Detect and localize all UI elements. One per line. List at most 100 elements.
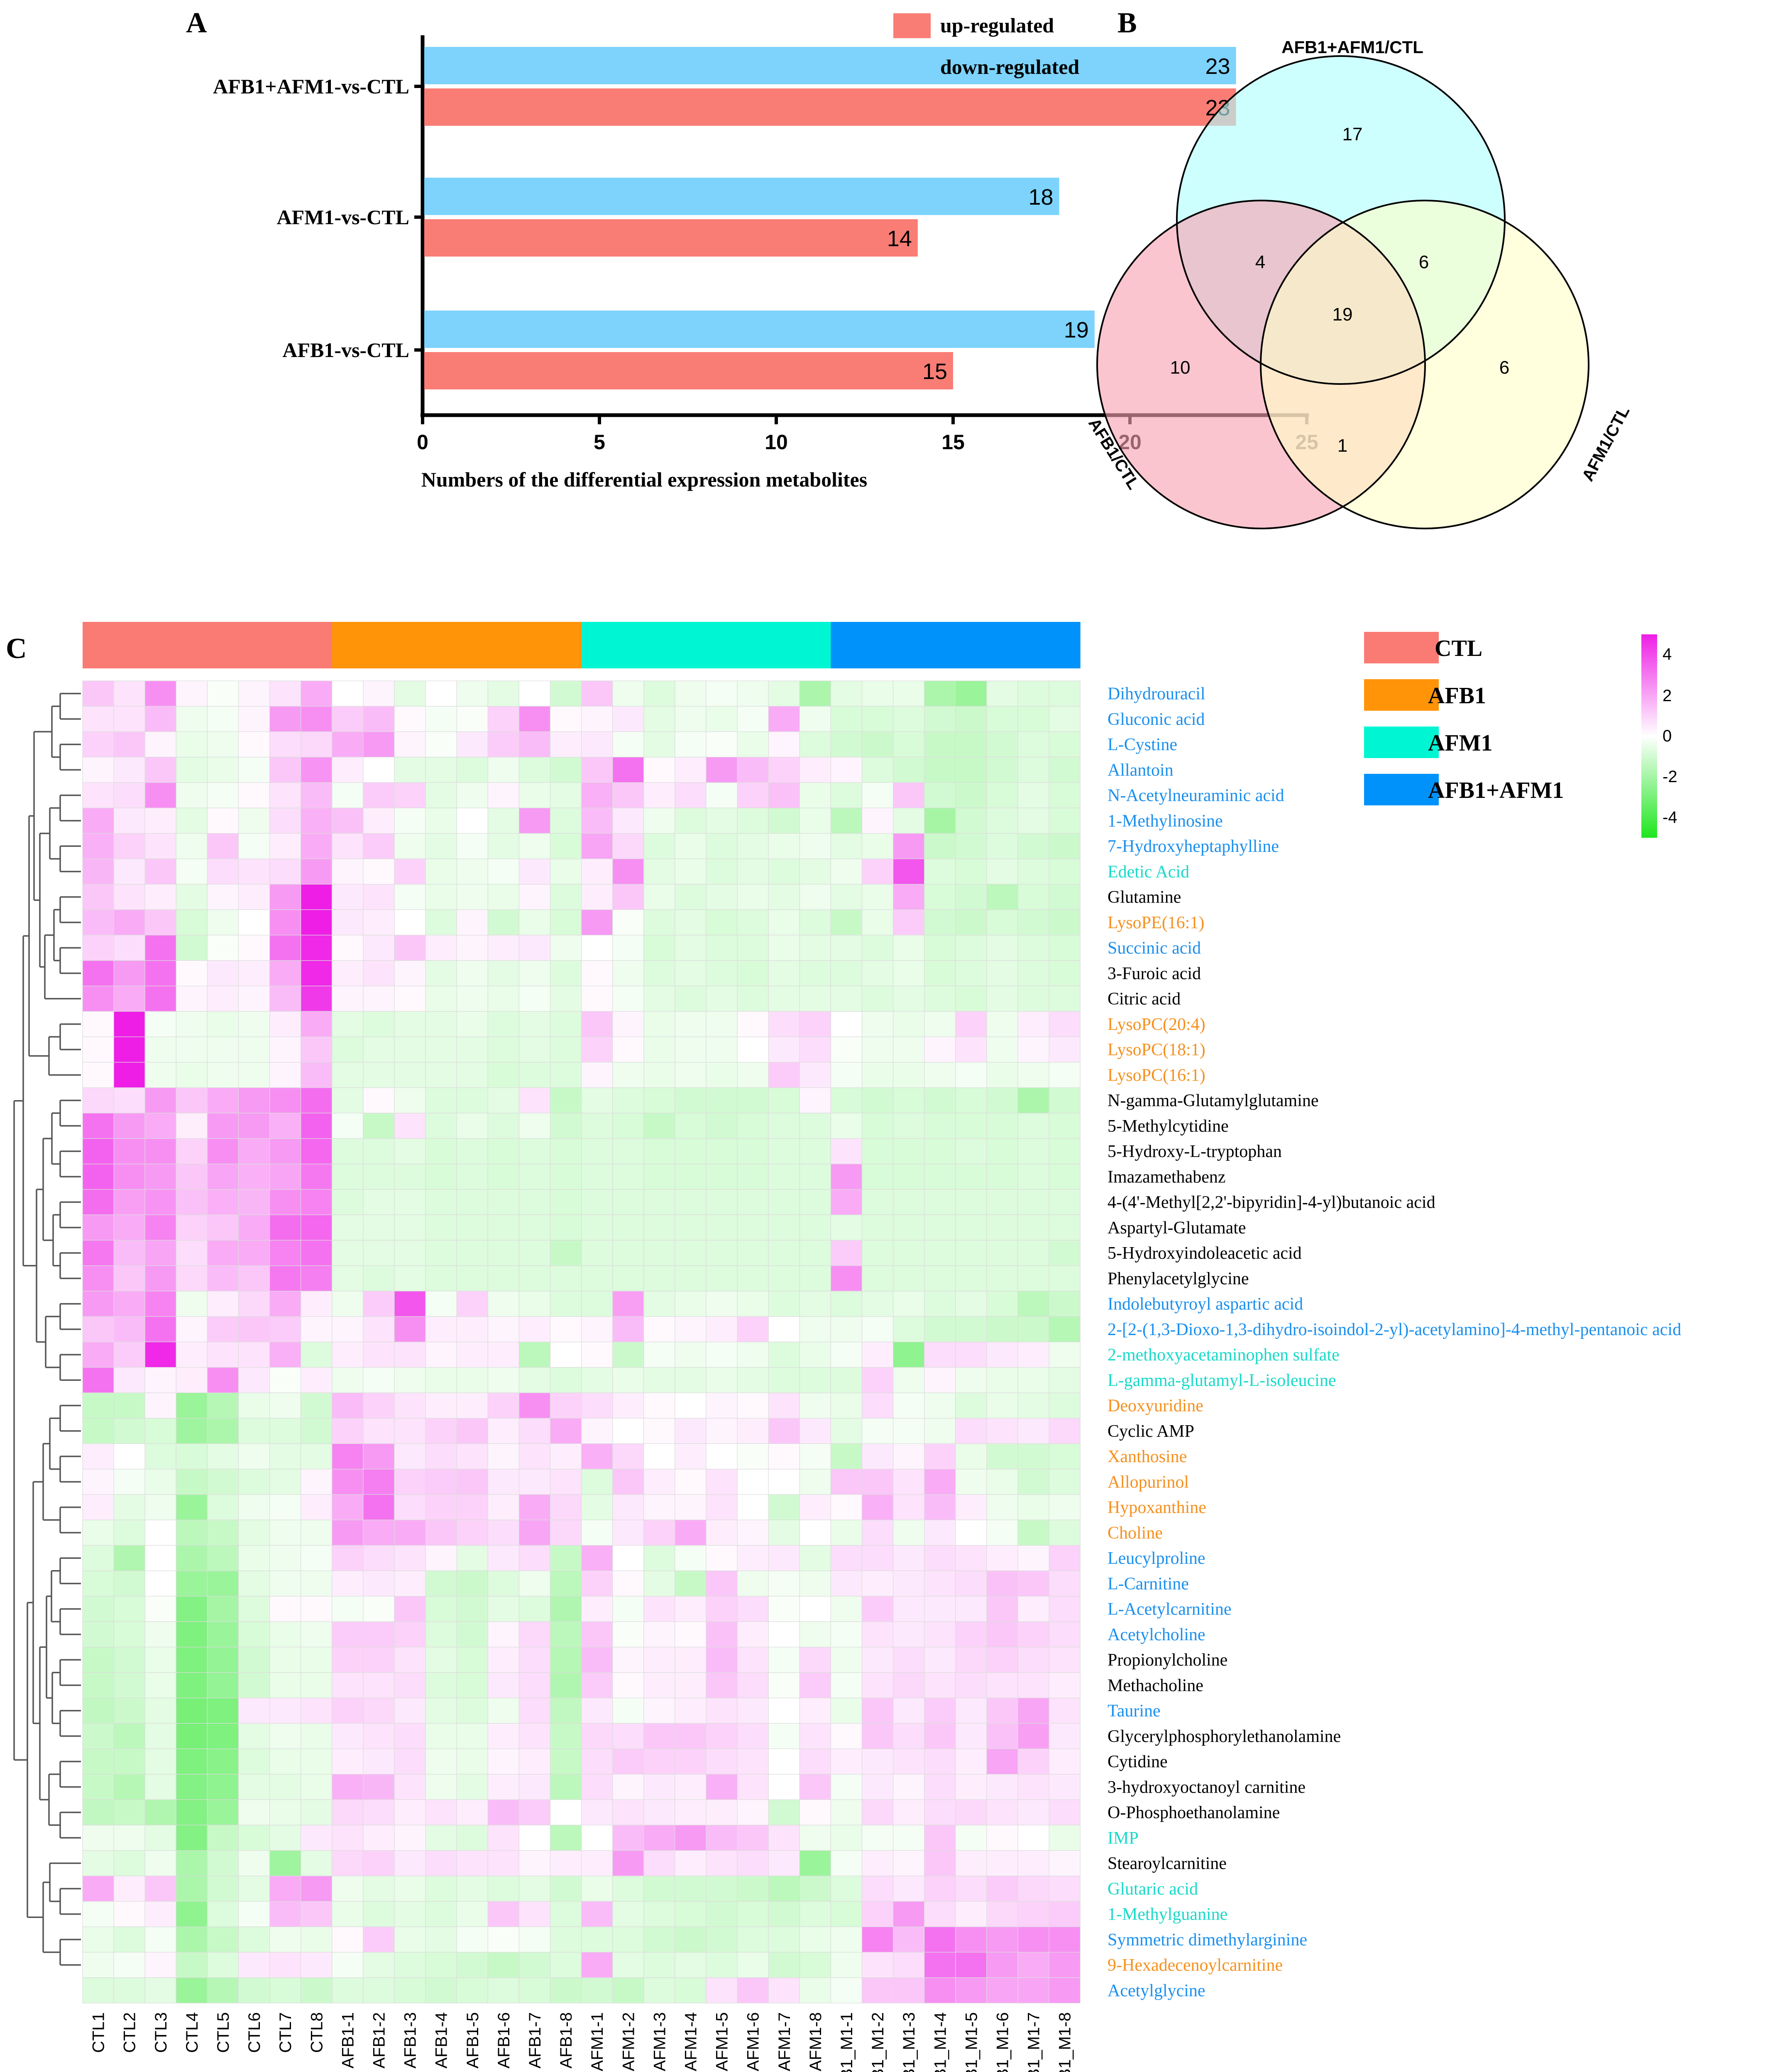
heatmap-cell: [643, 1138, 675, 1164]
heatmap-cell: [830, 1596, 863, 1622]
heatmap-cell: [955, 1571, 987, 1597]
heatmap-cell: [363, 1494, 395, 1520]
heatmap-cell: [893, 1062, 925, 1088]
heatmap-cell: [487, 1265, 520, 1292]
heatmap-cell: [113, 757, 145, 783]
heatmap-cell: [456, 1723, 488, 1749]
heatmap-cell: [394, 807, 426, 834]
heatmap-cell: [1017, 1621, 1049, 1648]
heatmap-cell: [176, 884, 208, 910]
heatmap-cell: [830, 1876, 863, 1902]
heatmap-cell: [456, 1977, 488, 2004]
group-bar-afm1: [581, 622, 831, 668]
heatmap-cell: [861, 1876, 894, 1902]
heatmap-cell: [706, 1596, 738, 1622]
heatmap-cell: [363, 909, 395, 936]
heatmap-cell: [861, 1392, 894, 1419]
heatmap-cell: [830, 1621, 863, 1648]
heatmap-cell: [456, 706, 488, 732]
heatmap-cell: [643, 1698, 675, 1724]
heatmap-cell: [301, 1469, 333, 1495]
column-label: AFM1-1: [588, 2012, 606, 2071]
heatmap-cell: [955, 1926, 987, 1953]
heatmap-cell: [425, 1977, 457, 2004]
heatmap-cell: [955, 1952, 987, 1978]
heatmap-cell: [643, 1443, 675, 1470]
heatmap-cell: [675, 1189, 707, 1215]
heatmap-cell: [363, 1418, 395, 1444]
heatmap-cell: [675, 1087, 707, 1113]
heatmap-cell: [394, 757, 426, 783]
heatmap-cell: [550, 757, 582, 783]
heatmap-cell: [518, 680, 551, 707]
heatmap-cell: [269, 934, 301, 961]
heatmap-cell: [238, 1571, 270, 1597]
heatmap-cell: [456, 1621, 488, 1648]
heatmap-cell: [768, 1876, 800, 1902]
heatmap-cell: [456, 1214, 488, 1241]
heatmap-cell: [238, 1926, 270, 1953]
heatmap-cell: [581, 1850, 613, 1876]
heatmap-cell: [612, 1011, 644, 1037]
heatmap-cell: [269, 1011, 301, 1037]
heatmap-cell: [924, 680, 956, 707]
heatmap-cell: [643, 1850, 675, 1876]
heatmap-cell: [456, 1926, 488, 1953]
heatmap-cell: [82, 1519, 114, 1546]
column-label: B1_M1-3: [900, 2012, 918, 2072]
heatmap-cell: [706, 1164, 738, 1190]
panel-label-c: C: [6, 633, 27, 665]
heatmap-cell: [363, 1341, 395, 1368]
heatmap-cell: [612, 757, 644, 783]
heatmap-cell: [955, 757, 987, 783]
heatmap-cell: [830, 1748, 863, 1775]
heatmap-cell: [643, 1214, 675, 1241]
heatmap-cell: [456, 1850, 488, 1876]
heatmap-cell: [425, 1164, 457, 1190]
heatmap-cell: [955, 1723, 987, 1749]
heatmap-cell: [363, 1825, 395, 1851]
heatmap-cell: [425, 1392, 457, 1419]
heatmap-cell: [861, 960, 894, 986]
heatmap-cell: [675, 731, 707, 758]
heatmap-cell: [581, 1596, 613, 1622]
heatmap-cell: [737, 706, 769, 732]
heatmap-cell: [238, 1214, 270, 1241]
heatmap-cell: [144, 1825, 176, 1851]
row-label: 5-Hydroxy-L-tryptophan: [1108, 1142, 1282, 1161]
heatmap-cell: [799, 731, 831, 758]
heatmap-cell: [893, 1850, 925, 1876]
heatmap-cell: [861, 1011, 894, 1037]
heatmap-cell: [612, 859, 644, 885]
heatmap-cell: [425, 1011, 457, 1037]
heatmap-cell: [1049, 1062, 1081, 1088]
legend-swatch-afm1: [1364, 727, 1439, 758]
heatmap-cell: [643, 1876, 675, 1902]
heatmap-cell: [550, 1443, 582, 1470]
colorbar-tick-label: 0: [1663, 727, 1672, 745]
heatmap-cell: [332, 934, 364, 961]
heatmap-cell: [737, 1367, 769, 1393]
heatmap-cell: [737, 1545, 769, 1571]
heatmap-cell: [487, 1571, 520, 1597]
heatmap-cell: [456, 1519, 488, 1546]
heatmap-cell: [643, 1189, 675, 1215]
heatmap-cell: [581, 757, 613, 783]
heatmap-cell: [799, 1087, 831, 1113]
heatmap-cell: [955, 909, 987, 936]
heatmap-cell: [861, 1265, 894, 1292]
heatmap-cell: [269, 909, 301, 936]
heatmap-cell: [113, 1519, 145, 1546]
row-label: Aspartyl-Glutamate: [1108, 1218, 1246, 1238]
heatmap-cell: [737, 1748, 769, 1775]
heatmap-cell: [799, 1774, 831, 1800]
heatmap-cell: [301, 909, 333, 936]
heatmap-cell: [581, 1214, 613, 1241]
heatmap-cell: [113, 1265, 145, 1292]
heatmap-cell: [332, 1596, 364, 1622]
heatmap-cell: [363, 1698, 395, 1724]
heatmap-cell: [144, 1291, 176, 1317]
heatmap-cell: [955, 1291, 987, 1317]
row-label: Glutamine: [1108, 888, 1181, 907]
heatmap-cell: [675, 1291, 707, 1317]
